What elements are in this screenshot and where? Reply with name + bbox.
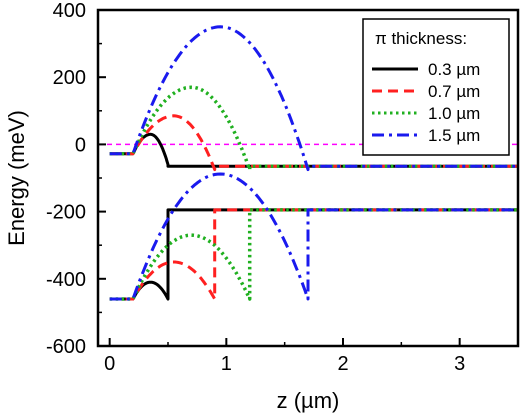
y-tick-label: 0 <box>75 134 86 156</box>
y-tick-label: -600 <box>46 336 86 358</box>
series-2-conduction-band <box>109 114 518 172</box>
legend-label-4: 1.5 µm <box>428 126 480 145</box>
series-4-conduction-band <box>109 25 518 172</box>
legend-title: π thickness: <box>375 29 467 48</box>
series-2-valence-band <box>109 208 518 301</box>
series-3-valence-band <box>109 208 518 301</box>
x-tick-label: 1 <box>221 353 232 375</box>
y-tick-label: 200 <box>53 67 86 89</box>
legend-label-3: 1.0 µm <box>428 104 480 123</box>
legend-label-2: 0.7 µm <box>428 82 480 101</box>
x-axis-label: z (µm) <box>277 388 340 413</box>
x-tick-label: 0 <box>104 353 115 375</box>
legend: π thickness: 0.3 µm 0.7 µm 1.0 µm 1.5 µm <box>362 18 510 156</box>
legend-box <box>362 18 510 156</box>
legend-entries: 0.3 µm 0.7 µm 1.0 µm 1.5 µm <box>372 60 480 145</box>
y-axis-label: Energy (meV) <box>4 110 29 246</box>
legend-label-1: 0.3 µm <box>428 60 480 79</box>
y-tick-label: -400 <box>46 269 86 291</box>
x-tick-label: 2 <box>337 353 348 375</box>
series-1-valence-band <box>109 208 518 301</box>
series-4-valence-band <box>109 172 518 301</box>
series-layer <box>98 25 518 301</box>
y-tick-label: -200 <box>46 202 86 224</box>
y-tick-label: 400 <box>53 0 86 22</box>
tick-layer: 0 1 2 3 -600 -400 -200 0 200 400 <box>46 0 465 375</box>
x-tick-label: 3 <box>454 353 465 375</box>
